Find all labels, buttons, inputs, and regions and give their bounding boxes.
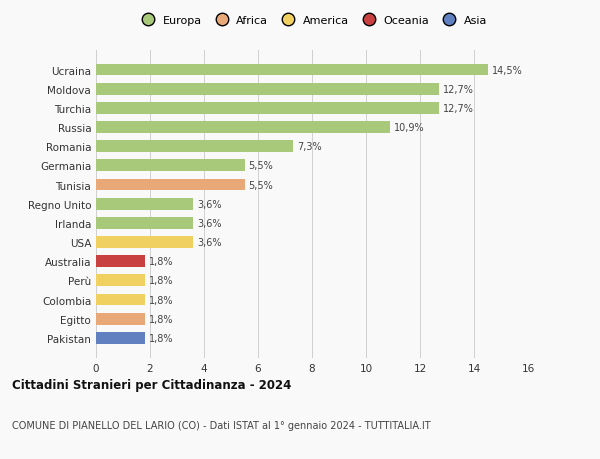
Bar xyxy=(96,275,145,287)
Text: 5,5%: 5,5% xyxy=(248,161,274,171)
Bar xyxy=(96,198,193,210)
Text: 7,3%: 7,3% xyxy=(297,142,322,152)
Bar xyxy=(96,64,487,76)
Text: 14,5%: 14,5% xyxy=(491,66,522,75)
Bar xyxy=(96,103,439,115)
Text: 3,6%: 3,6% xyxy=(197,199,222,209)
Bar xyxy=(96,313,145,325)
Text: 1,8%: 1,8% xyxy=(149,257,173,267)
Bar xyxy=(96,160,245,172)
Text: 12,7%: 12,7% xyxy=(443,84,474,95)
Text: COMUNE DI PIANELLO DEL LARIO (CO) - Dati ISTAT al 1° gennaio 2024 - TUTTITALIA.I: COMUNE DI PIANELLO DEL LARIO (CO) - Dati… xyxy=(12,420,431,430)
Legend: Europa, Africa, America, Oceania, Asia: Europa, Africa, America, Oceania, Asia xyxy=(133,11,491,30)
Text: 10,9%: 10,9% xyxy=(394,123,425,133)
Bar xyxy=(96,84,439,95)
Text: Cittadini Stranieri per Cittadinanza - 2024: Cittadini Stranieri per Cittadinanza - 2… xyxy=(12,379,292,392)
Text: 12,7%: 12,7% xyxy=(443,104,474,114)
Bar xyxy=(96,122,391,134)
Text: 1,8%: 1,8% xyxy=(149,295,173,305)
Bar xyxy=(96,236,193,248)
Text: 3,6%: 3,6% xyxy=(197,218,222,229)
Text: 1,8%: 1,8% xyxy=(149,333,173,343)
Text: 1,8%: 1,8% xyxy=(149,276,173,286)
Bar xyxy=(96,256,145,268)
Bar xyxy=(96,218,193,230)
Bar xyxy=(96,179,245,191)
Text: 3,6%: 3,6% xyxy=(197,237,222,247)
Bar xyxy=(96,141,293,153)
Bar xyxy=(96,294,145,306)
Bar xyxy=(96,332,145,344)
Text: 1,8%: 1,8% xyxy=(149,314,173,324)
Text: 5,5%: 5,5% xyxy=(248,180,274,190)
